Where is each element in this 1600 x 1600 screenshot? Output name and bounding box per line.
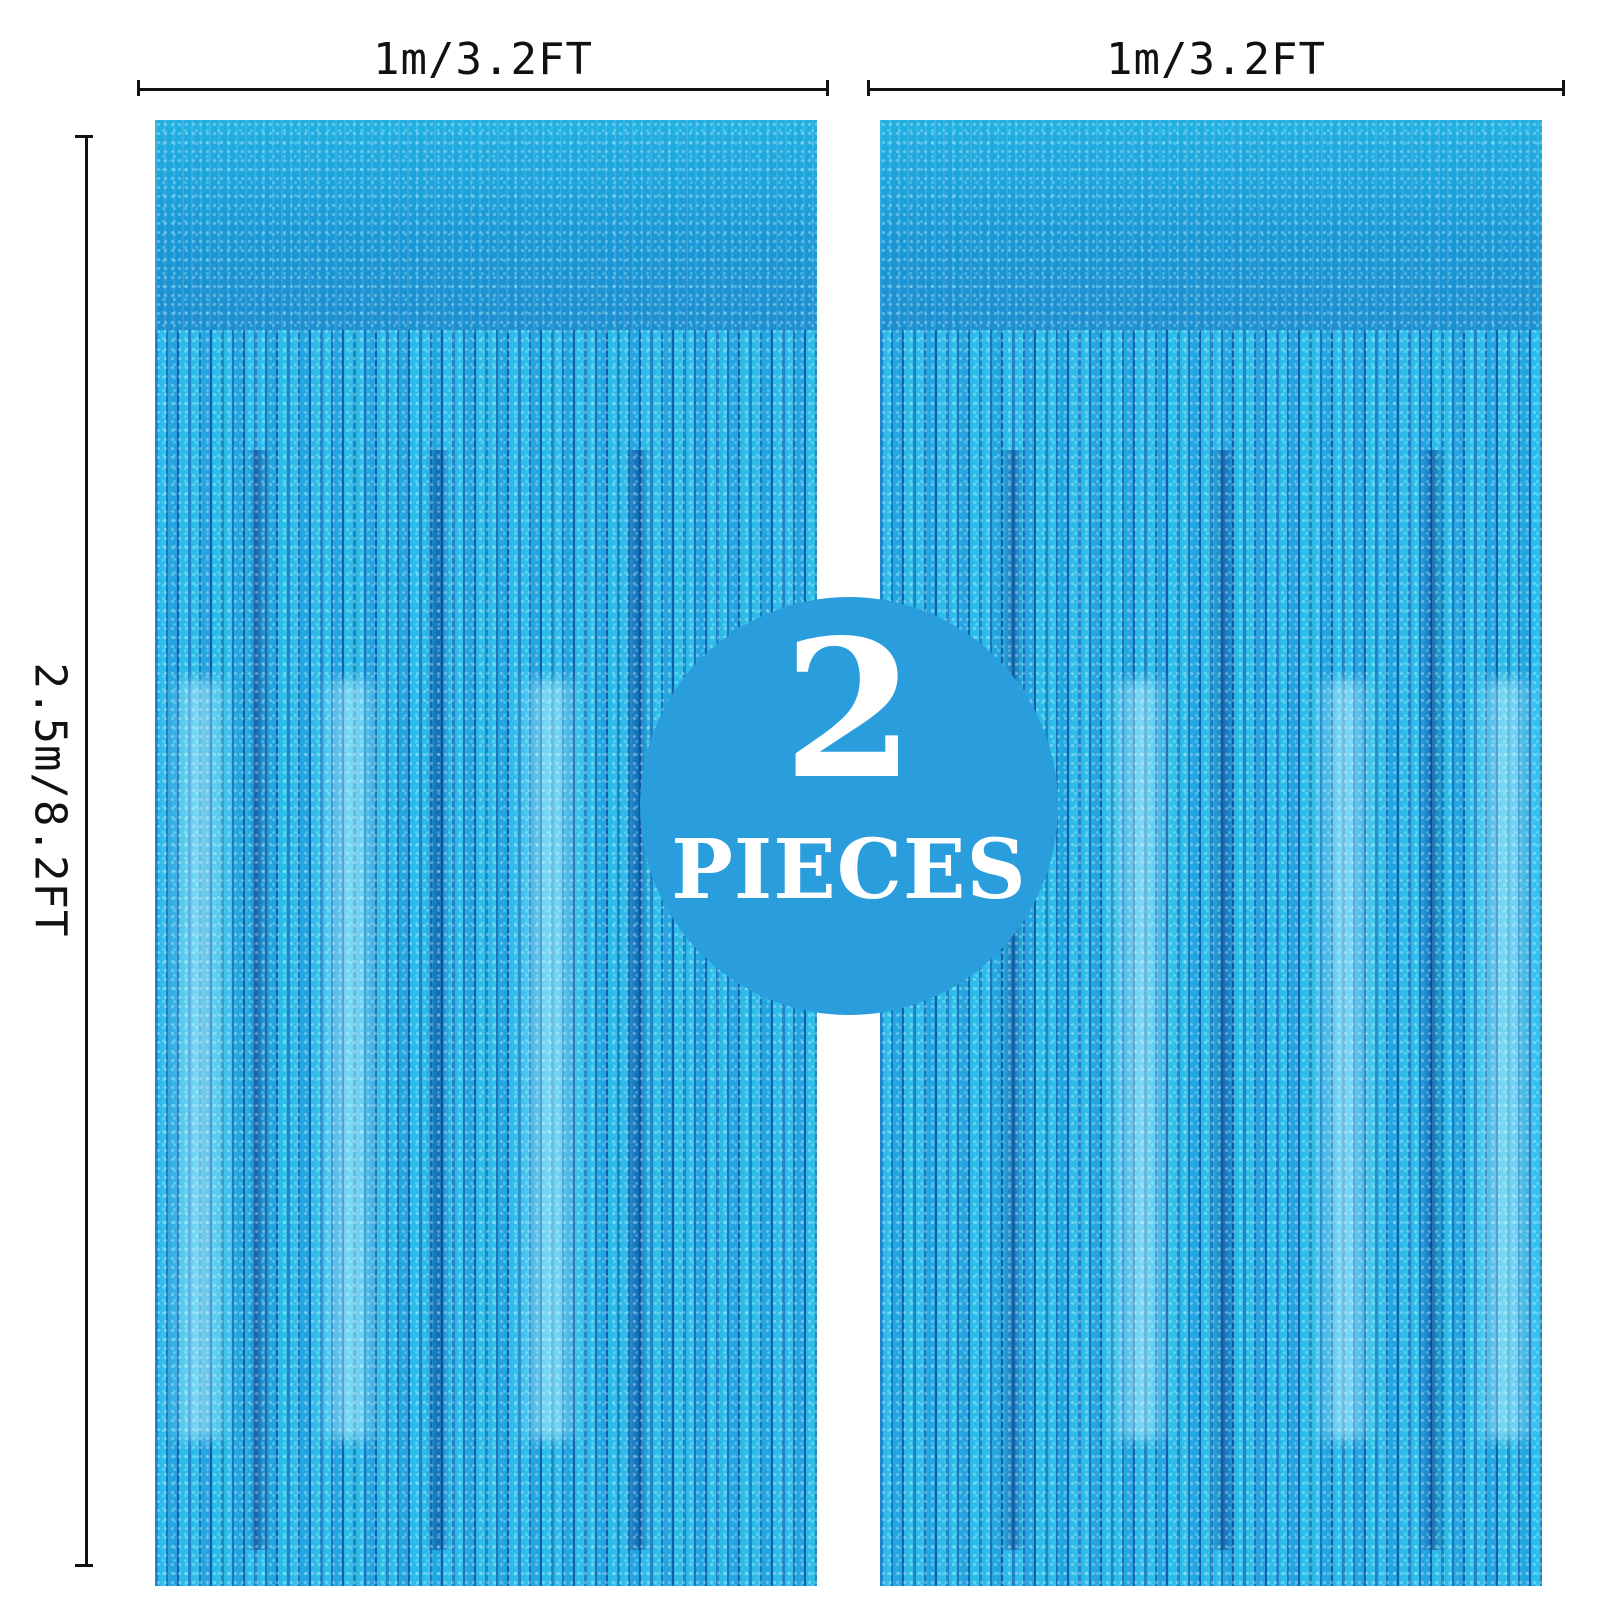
curtain-glare xyxy=(1105,680,1175,1440)
quantity-badge: 2 PIECES xyxy=(640,597,1058,1015)
height-tick-top xyxy=(75,135,93,138)
width-tick-left-start xyxy=(137,80,140,96)
width-label-right: 1m/3.2FT xyxy=(1106,34,1326,85)
height-tick-bottom xyxy=(75,1564,93,1567)
width-line-right xyxy=(868,88,1564,91)
width-tick-right-start xyxy=(867,80,870,96)
curtain-glare xyxy=(1470,680,1540,1440)
height-label: 2.5m/8.2FT xyxy=(24,662,76,938)
height-line xyxy=(85,136,88,1566)
curtain-glare xyxy=(315,680,385,1440)
width-line-left xyxy=(138,88,828,91)
quantity-label: PIECES xyxy=(671,822,1027,918)
curtain-glare xyxy=(1310,680,1380,1440)
quantity-number: 2 xyxy=(782,598,916,821)
curtain-header xyxy=(880,120,1542,330)
curtain-header xyxy=(155,120,817,330)
width-tick-left-end xyxy=(826,80,829,96)
curtain-glare xyxy=(165,680,235,1440)
width-label-left: 1m/3.2FT xyxy=(373,34,593,85)
curtain-glare xyxy=(515,680,585,1440)
width-tick-right-end xyxy=(1562,80,1565,96)
